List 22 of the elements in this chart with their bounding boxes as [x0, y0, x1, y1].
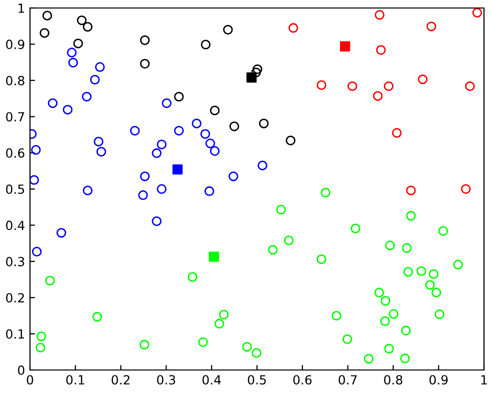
- y-tick-label: 0.7: [6, 112, 24, 122]
- y-tick-label: 0.3: [6, 256, 24, 266]
- y-tick-label: 0.2: [6, 293, 24, 303]
- y-tick-label: 0.6: [6, 148, 24, 158]
- x-tick-label: 1: [481, 375, 487, 384]
- x-tick-label: 0.6: [293, 375, 312, 385]
- y-tick-label: 0.4: [6, 220, 24, 230]
- x-tick-label: 0.1: [66, 375, 84, 385]
- x-tick-label: 0.5: [248, 375, 266, 385]
- x-tick-label: 0.9: [429, 375, 448, 385]
- x-tick-label: 0.4: [202, 375, 221, 385]
- x-tick-label: 0.7: [338, 375, 357, 385]
- y-tick-label: 0.1: [6, 329, 24, 339]
- y-tick-label: 1: [18, 4, 24, 13]
- y-tick-label: 0: [18, 365, 24, 375]
- x-tick-label: 0.3: [157, 375, 176, 385]
- y-tick-label: 0.5: [6, 184, 24, 194]
- y-tick-label: 0.9: [6, 40, 24, 50]
- x-tick-label: 0.8: [384, 375, 402, 385]
- x-tick-label: 0.2: [112, 375, 130, 385]
- x-tick-label: 0: [26, 375, 34, 385]
- y-tick-label: 0.8: [6, 76, 24, 86]
